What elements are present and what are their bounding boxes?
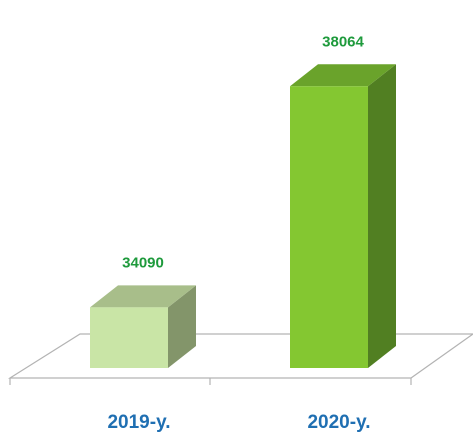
floor-plane bbox=[7, 333, 473, 379]
bar-side-face bbox=[168, 285, 196, 368]
bar-front-face bbox=[90, 307, 168, 368]
bar-2019-y. bbox=[90, 285, 196, 368]
bar-top-face bbox=[90, 285, 196, 308]
data-label: 38064 bbox=[322, 33, 364, 50]
value-labels-group: 34090 38064 bbox=[122, 33, 364, 271]
category-label: 2019-y. bbox=[107, 412, 170, 433]
chart-floor bbox=[7, 333, 473, 385]
bar-side-face bbox=[368, 64, 396, 369]
bar-top-face bbox=[290, 64, 396, 87]
bar-front-face bbox=[290, 86, 368, 369]
bars-group bbox=[90, 64, 396, 369]
bar-2020-y. bbox=[290, 64, 396, 369]
category-labels-group: 2019-y. 2020-y. bbox=[107, 412, 370, 433]
category-label: 2020-y. bbox=[307, 412, 370, 433]
data-label: 34090 bbox=[122, 254, 164, 271]
